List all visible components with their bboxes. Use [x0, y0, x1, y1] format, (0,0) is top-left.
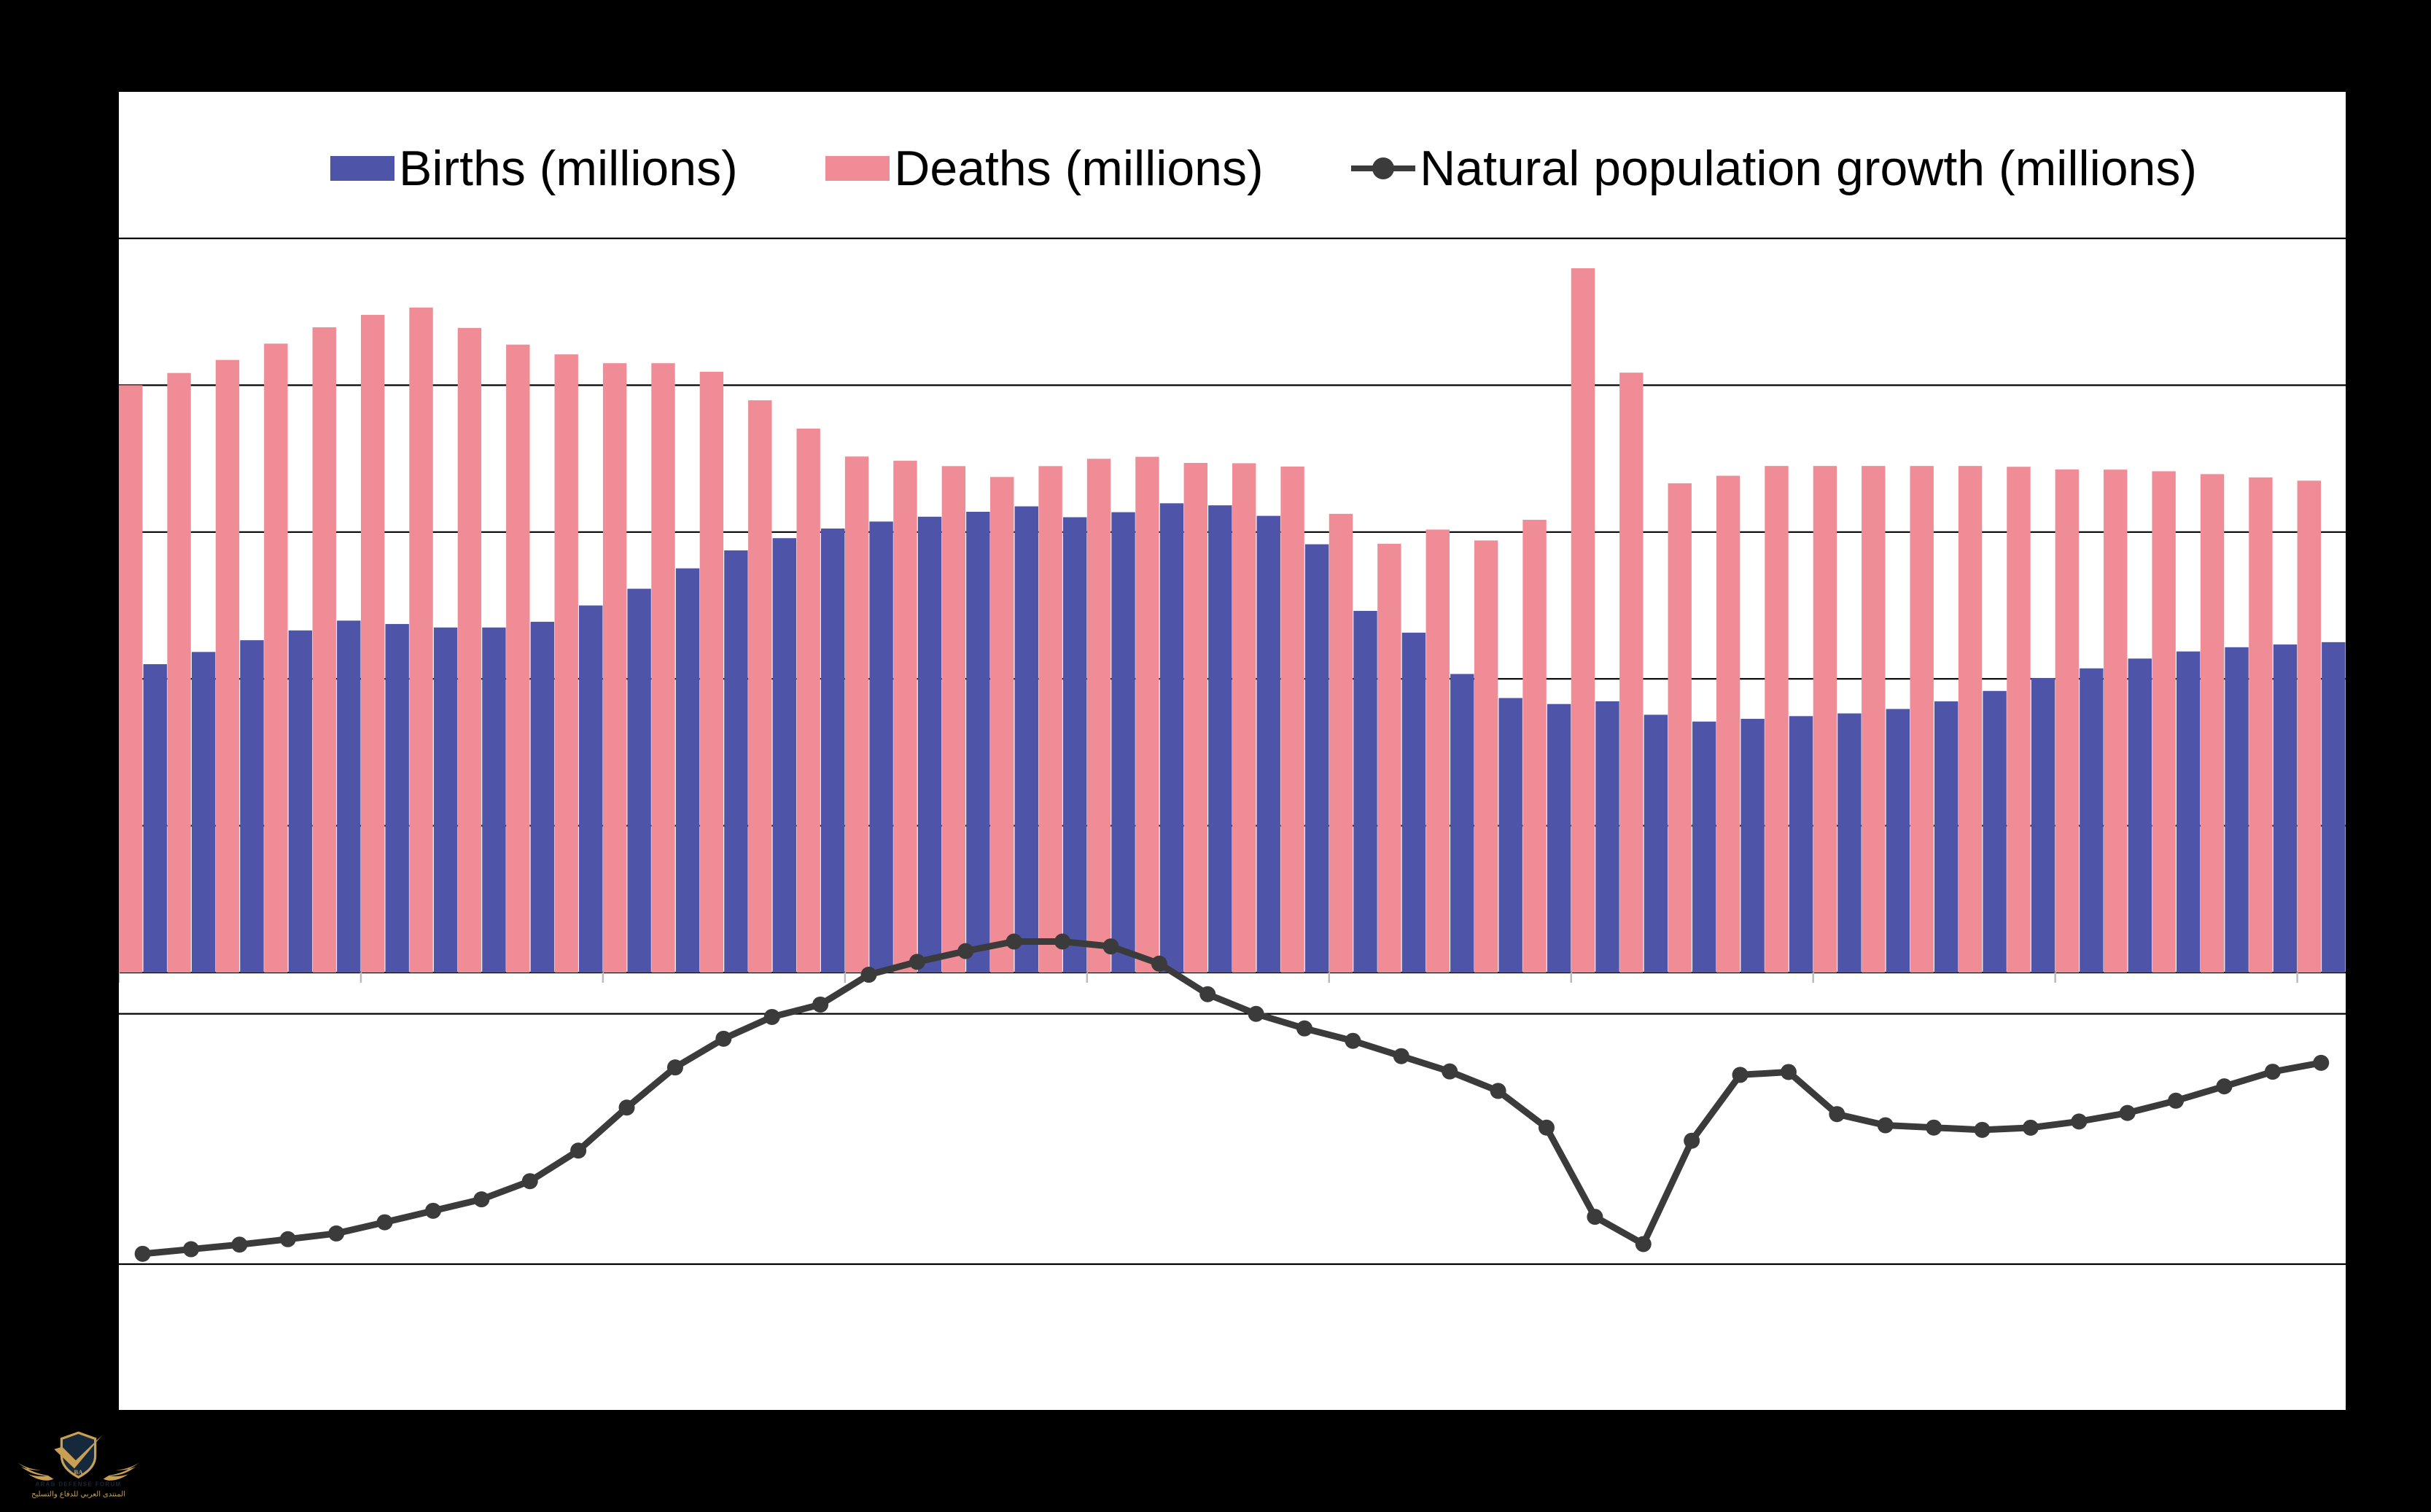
svg-text:BA: BA — [74, 1468, 83, 1476]
svg-text:ARAB DEFENSE FORUM: ARAB DEFENSE FORUM — [36, 1481, 122, 1488]
svg-text:المنتدى العربي للدفاع والتسليح: المنتدى العربي للدفاع والتسليح — [31, 1491, 125, 1499]
